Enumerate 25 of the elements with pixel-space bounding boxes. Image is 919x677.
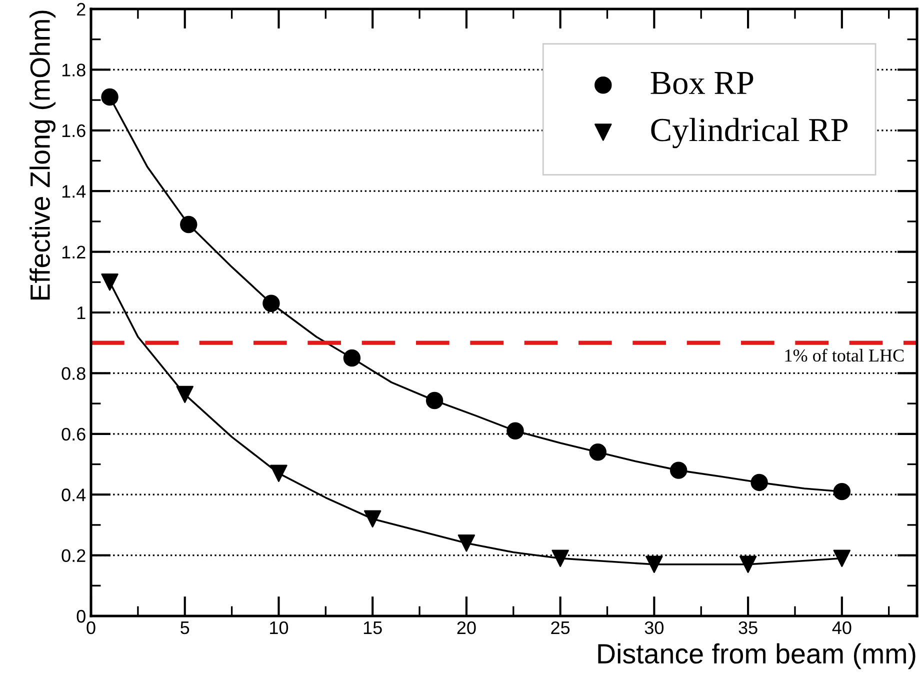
x-axis-title: Distance from beam (mm) xyxy=(598,643,916,670)
x-tick-label: 20 xyxy=(457,621,476,634)
x-tick-label: 25 xyxy=(551,621,570,634)
y-tick-label: 0 xyxy=(76,610,86,623)
ref-line-label: 1% of total LHC xyxy=(785,348,904,362)
x-tick-label: 0 xyxy=(86,621,96,634)
y-tick-label: 0.8 xyxy=(62,367,86,380)
y-tick-label: 2 xyxy=(77,2,86,16)
y-tick-label: 0.2 xyxy=(62,549,86,562)
y-tick-label: 1 xyxy=(77,306,86,320)
y-tick-label: 1.6 xyxy=(62,124,86,138)
y-tick-label: 1.4 xyxy=(62,185,86,198)
legend-label: Box RP xyxy=(650,72,754,94)
x-tick-label: 35 xyxy=(738,621,758,634)
y-tick-label: 1.2 xyxy=(62,246,86,258)
x-tick-label: 30 xyxy=(644,621,664,634)
legend-label: Cylindrical RP xyxy=(651,118,848,148)
y-tick-label: 0.4 xyxy=(62,488,86,502)
y-tick-label: 0.6 xyxy=(62,428,86,441)
x-tick-label: 40 xyxy=(832,621,852,634)
y-tick-label: 1.8 xyxy=(62,64,86,76)
x-tick-label: 5 xyxy=(180,622,190,634)
x-tick-label: 10 xyxy=(270,621,288,634)
y-axis-title: Effective Zlong (mOhm) xyxy=(30,10,56,300)
x-tick-label: 15 xyxy=(364,622,382,634)
